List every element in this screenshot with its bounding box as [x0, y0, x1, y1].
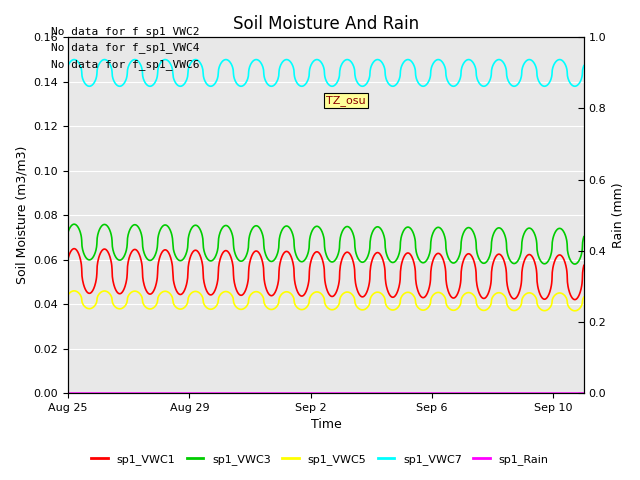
Text: No data for f_sp1_VWC6: No data for f_sp1_VWC6: [51, 59, 200, 70]
Y-axis label: Soil Moisture (m3/m3): Soil Moisture (m3/m3): [15, 146, 28, 285]
Text: TZ_osu: TZ_osu: [326, 95, 365, 106]
X-axis label: Time: Time: [310, 419, 341, 432]
Y-axis label: Rain (mm): Rain (mm): [612, 182, 625, 248]
Legend: sp1_VWC1, sp1_VWC3, sp1_VWC5, sp1_VWC7, sp1_Rain: sp1_VWC1, sp1_VWC3, sp1_VWC5, sp1_VWC7, …: [87, 450, 553, 469]
Text: No data for f_sp1_VWC4: No data for f_sp1_VWC4: [51, 42, 200, 53]
Title: Soil Moisture And Rain: Soil Moisture And Rain: [233, 15, 419, 33]
Text: No data for f_sp1_VWC2: No data for f_sp1_VWC2: [51, 25, 200, 36]
